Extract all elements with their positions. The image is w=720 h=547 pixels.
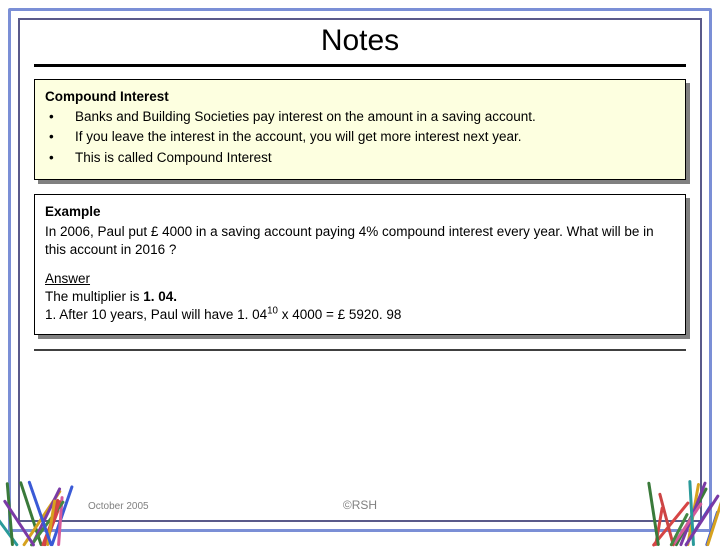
answer-line1-pre: The multiplier is — [45, 289, 143, 304]
answer-line2-post: x 4000 = £ 5920. 98 — [278, 307, 401, 322]
answer-line2-pre: 1. After 10 years, Paul will have 1. 04 — [45, 307, 267, 322]
list-item: •This is called Compound Interest — [49, 149, 675, 167]
title-rule — [34, 64, 686, 67]
answer-line-1: The multiplier is 1. 04. — [45, 288, 675, 306]
bullet-text: This is called Compound Interest — [75, 149, 675, 167]
box-body: Example In 2006, Paul put £ 4000 in a sa… — [34, 194, 686, 335]
bullet-text: Banks and Building Societies pay interes… — [75, 108, 675, 126]
answer-line1-bold: 1. 04. — [143, 289, 177, 304]
compound-interest-box: Compound Interest •Banks and Building So… — [34, 79, 686, 180]
list-item: •If you leave the interest in the accoun… — [49, 128, 675, 146]
section-heading: Compound Interest — [45, 88, 675, 106]
slide-title: Notes — [28, 24, 692, 64]
slide-content: Notes Compound Interest •Banks and Build… — [28, 24, 692, 516]
example-heading: Example — [45, 203, 675, 221]
bullet-text: If you leave the interest in the account… — [75, 128, 675, 146]
box-body: Compound Interest •Banks and Building So… — [34, 79, 686, 180]
bullet-list: •Banks and Building Societies pay intere… — [45, 108, 675, 167]
bottom-rule — [34, 349, 686, 351]
answer-line2-exponent: 10 — [267, 305, 278, 316]
example-text: In 2006, Paul put £ 4000 in a saving acc… — [45, 223, 675, 259]
list-item: •Banks and Building Societies pay intere… — [49, 108, 675, 126]
answer-heading: Answer — [45, 270, 675, 288]
footer: October 2005 ©RSH — [28, 492, 692, 512]
example-box: Example In 2006, Paul put £ 4000 in a sa… — [34, 194, 686, 335]
footer-date: October 2005 — [88, 501, 149, 512]
answer-line-2: 1. After 10 years, Paul will have 1. 041… — [45, 306, 675, 324]
footer-copyright: ©RSH — [343, 498, 377, 512]
